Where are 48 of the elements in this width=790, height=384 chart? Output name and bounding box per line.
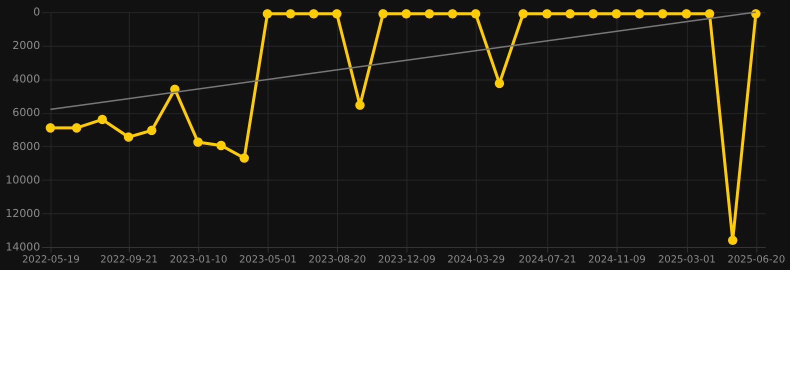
y-tick-label: 14000 <box>5 240 40 254</box>
point <box>682 9 692 18</box>
point <box>216 140 226 150</box>
x-tick-label: 2024-03-29 <box>447 254 505 266</box>
point <box>424 9 434 18</box>
x-tick-label: 2025-06-20 <box>728 254 786 266</box>
point <box>612 9 622 18</box>
point <box>262 9 272 18</box>
point <box>658 9 668 18</box>
x-tick-label: 2023-12-09 <box>378 254 436 266</box>
point <box>72 123 82 133</box>
point <box>193 137 203 147</box>
point <box>494 78 504 88</box>
point <box>470 9 480 18</box>
y-tick-label: 12000 <box>5 206 40 220</box>
point <box>46 123 56 133</box>
point <box>542 9 552 18</box>
point <box>728 236 738 245</box>
y-tick-label: 8000 <box>12 140 40 153</box>
x-tick-label: 2023-05-01 <box>239 254 297 266</box>
point <box>378 9 388 18</box>
x-tick-label: 2025-03-01 <box>658 254 716 266</box>
point <box>332 9 342 18</box>
point <box>308 9 318 18</box>
y-tick-label: 2000 <box>12 39 40 52</box>
y-tick-label: 4000 <box>12 72 40 86</box>
point <box>402 9 411 18</box>
point <box>518 9 528 18</box>
point <box>98 114 107 124</box>
point <box>355 100 365 110</box>
point <box>124 132 134 142</box>
point <box>634 9 644 18</box>
point <box>147 126 156 136</box>
y-tick-label: 10000 <box>5 173 40 186</box>
x-tick-label: 2022-09-21 <box>100 254 158 266</box>
y-tick-label: 6000 <box>12 106 40 120</box>
x-tick-label: 2022-05-19 <box>22 254 80 266</box>
x-tick-label: 2023-01-10 <box>170 254 228 266</box>
point <box>240 153 249 163</box>
point <box>448 9 458 18</box>
point <box>588 9 598 18</box>
x-tick-label: 2024-11-09 <box>588 254 646 266</box>
point <box>286 9 296 18</box>
point <box>704 9 714 18</box>
y-tick-label: 0 <box>33 6 40 19</box>
x-tick-label: 2023-08-20 <box>308 254 366 266</box>
point <box>565 9 575 18</box>
x-tick-label: 2024-07-21 <box>518 254 576 266</box>
